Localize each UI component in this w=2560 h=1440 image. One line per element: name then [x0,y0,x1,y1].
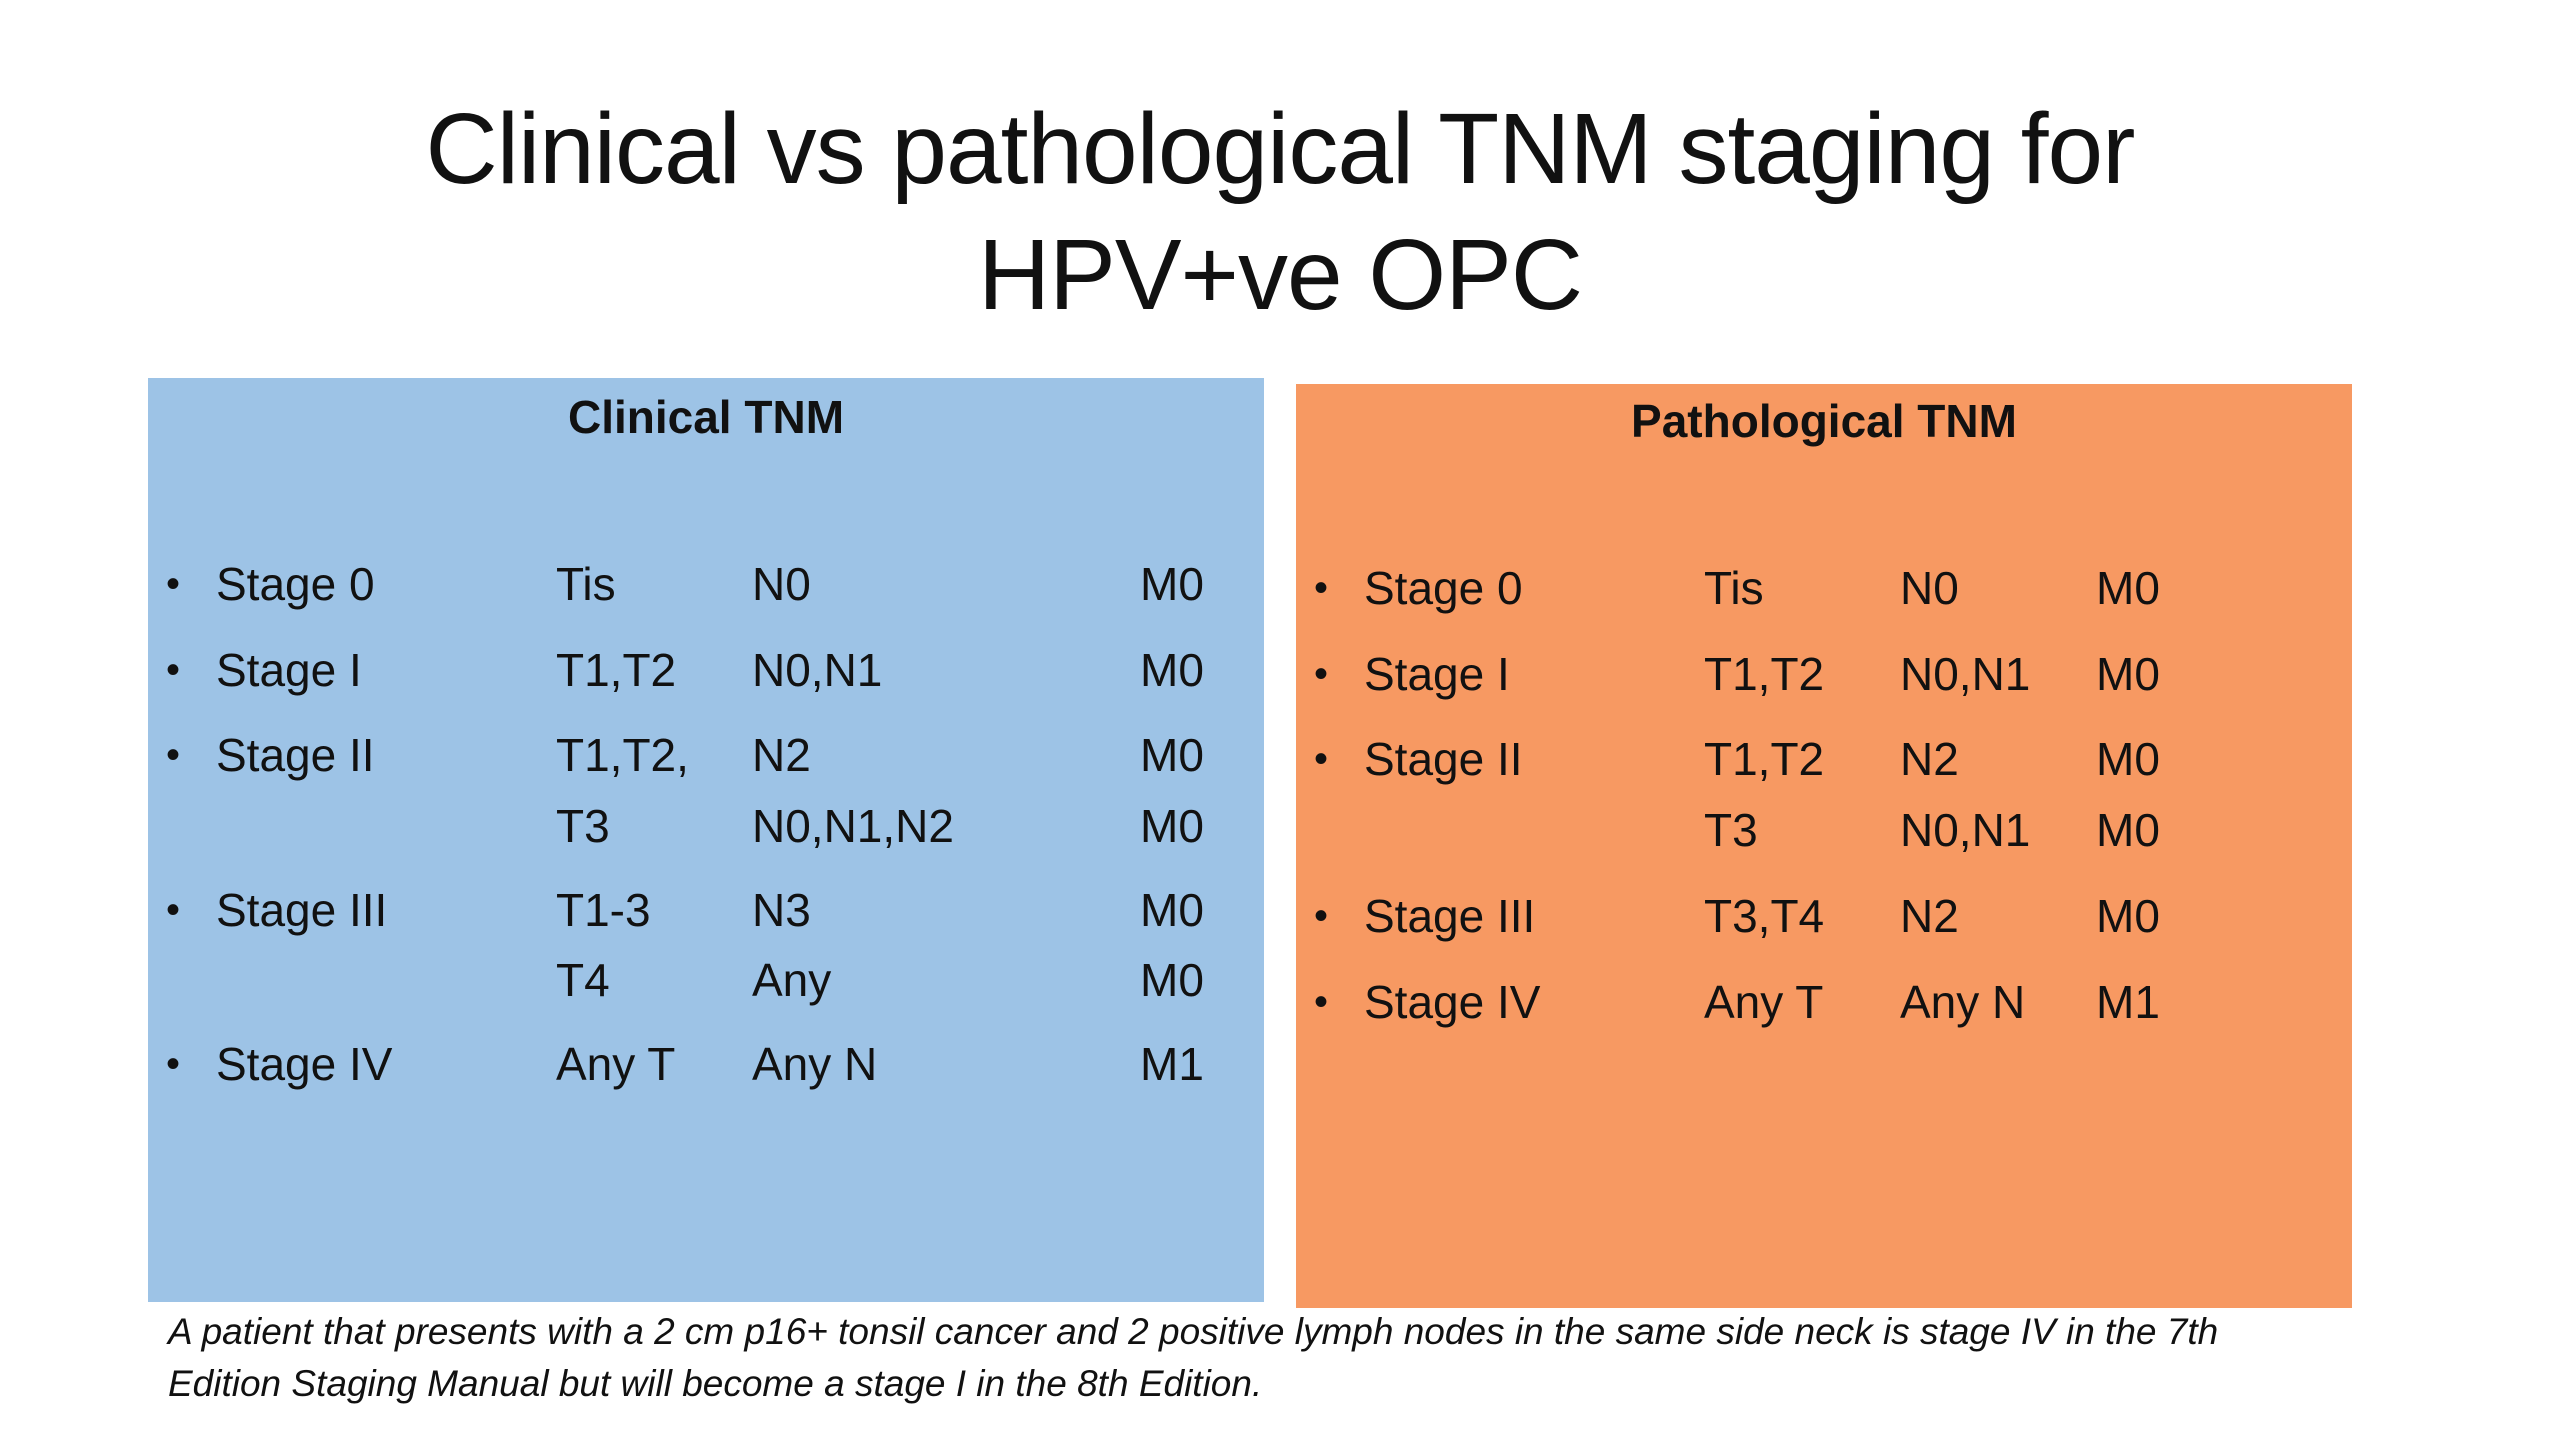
clinical-row-stage-i: • Stage I T1,T2 N0,N1 M0 [148,640,1264,700]
n-value: Any N [1900,976,2026,1028]
bullet-icon: • [1314,652,1329,696]
clinical-row-stage-0: • Stage 0 Tis N0 M0 [148,554,1264,614]
stage-label: Stage 0 [216,558,375,610]
clinical-row-stage-iii-cont: T4 Any M0 [148,950,1264,1010]
m-value: M0 [2096,733,2160,785]
m-value: M0 [2096,804,2160,856]
m-value: M0 [1140,644,1204,696]
pathological-row-stage-ii-cont: T3 N0,N1 M0 [1296,800,2352,860]
m-value: M0 [2096,648,2160,700]
m-value: M0 [1140,954,1204,1006]
clinical-row-stage-ii-cont: T3 N0,N1,N2 M0 [148,796,1264,856]
bullet-icon: • [1314,737,1329,781]
slide-title-line-2: HPV+ve OPC [977,219,1583,331]
t-value: T1,T2 [1704,733,1825,785]
stage-label: Stage II [216,729,375,781]
stage-label: Stage I [216,644,362,696]
n-value: N2 [752,729,811,781]
clinical-tnm-heading: Clinical TNM [567,391,845,443]
pathological-tnm-panel: Pathological TNM • Stage 0 Tis N0 M0 • S… [1296,384,2352,1308]
t-value: T1-3 [556,884,651,936]
clinical-row-stage-ii: • Stage II T1,T2, N2 M0 [148,725,1264,785]
n-value: Any [752,954,832,1006]
m-value: M0 [2096,890,2160,942]
slide-title-line-1: Clinical vs pathological TNM staging for [425,93,2136,205]
stage-label: Stage IV [216,1038,393,1090]
m-value: M0 [2096,562,2160,614]
t-value: T1,T2 [556,644,677,696]
bullet-icon: • [166,733,181,777]
n-value: N0,N1,N2 [752,800,954,852]
stage-label: Stage II [1364,733,1523,785]
t-value: Tis [1704,562,1764,614]
pathological-tnm-heading: Pathological TNM [1631,395,2017,447]
stage-label: Stage I [1364,648,1510,700]
pathological-row-stage-ii: • Stage II T1,T2 N2 M0 [1296,729,2352,789]
clinical-row-stage-iv: • Stage IV Any T Any N M1 [148,1034,1264,1094]
footnote-line-2: Edition Staging Manual but will become a… [168,1363,1263,1404]
bullet-icon: • [1314,894,1329,938]
m-value: M0 [1140,884,1204,936]
n-value: N0,N1 [752,644,883,696]
n-value: N3 [752,884,811,936]
bullet-icon: • [166,1042,181,1086]
pathological-row-stage-0: • Stage 0 Tis N0 M0 [1296,558,2352,618]
t-value: T3,T4 [1704,890,1825,942]
m-value: M0 [1140,800,1204,852]
t-value: Any T [1704,976,1824,1028]
stage-label: Stage 0 [1364,562,1523,614]
bullet-icon: • [1314,566,1329,610]
t-value: T3 [556,800,610,852]
bullet-icon: • [1314,980,1329,1024]
t-value: T4 [556,954,610,1006]
n-value: N0 [1900,562,1959,614]
m-value: M1 [1140,1038,1204,1090]
stage-label: Stage III [1364,890,1536,942]
n-value: N2 [1900,733,1959,785]
t-value: T1,T2 [1704,648,1825,700]
pathological-row-stage-iv: • Stage IV Any T Any N M1 [1296,972,2352,1032]
t-value: Any T [556,1038,676,1090]
n-value: N0,N1 [1900,804,2031,856]
n-value: N2 [1900,890,1959,942]
n-value: Any N [752,1038,878,1090]
bullet-icon: • [166,562,181,606]
t-value: T1,T2, [556,729,689,781]
footnote-line-1: A patient that presents with a 2 cm p16+… [168,1311,2219,1352]
n-value: N0,N1 [1900,648,2031,700]
slide-title: Clinical vs pathological TNM staging for… [0,86,2560,338]
stage-label: Stage III [216,884,388,936]
bullet-icon: • [166,648,181,692]
m-value: M0 [1140,729,1204,781]
bullet-icon: • [166,888,181,932]
clinical-row-stage-iii: • Stage III T1-3 N3 M0 [148,880,1264,940]
pathological-row-stage-i: • Stage I T1,T2 N0,N1 M0 [1296,644,2352,704]
n-value: N0 [752,558,811,610]
clinical-tnm-panel: Clinical TNM • Stage 0 Tis N0 M0 • Stage… [148,378,1264,1302]
footnote: A patient that presents with a 2 cm p16+… [168,1306,2368,1410]
m-value: M0 [1140,558,1204,610]
t-value: Tis [556,558,616,610]
t-value: T3 [1704,804,1758,856]
pathological-row-stage-iii: • Stage III T3,T4 N2 M0 [1296,886,2352,946]
m-value: M1 [2096,976,2160,1028]
stage-label: Stage IV [1364,976,1541,1028]
